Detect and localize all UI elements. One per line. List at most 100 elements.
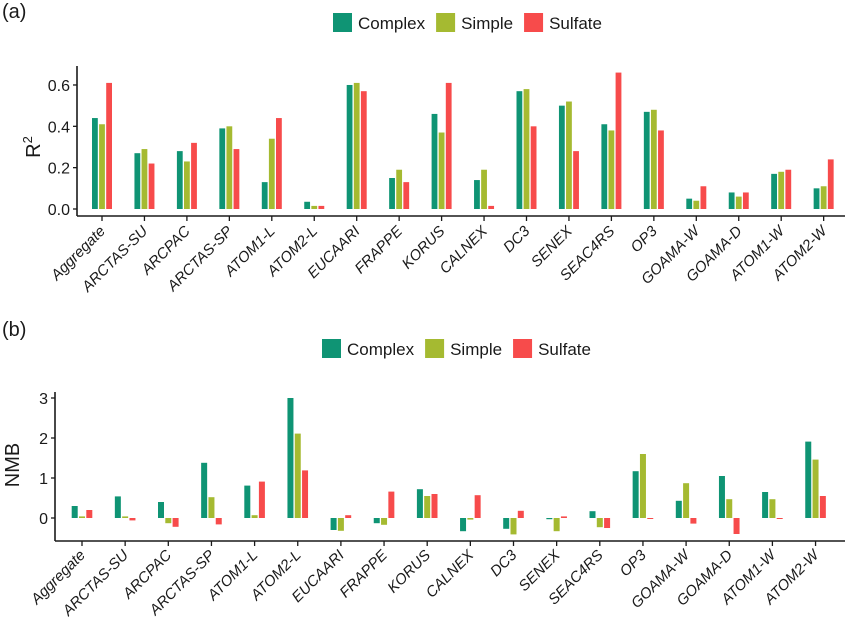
bar-simple-atom2-l [294,433,301,518]
bar-sulfate-atom1-w [785,169,792,209]
bar-complex-frappe [389,178,395,209]
bar-simple-arcpac [165,518,172,524]
bar-sulfate-goama-d [742,192,749,209]
y-tick-label: 0.2 [48,161,70,178]
bar-complex-dc3 [503,518,510,529]
y-tick-label: 3 [39,391,48,408]
bar-simple-dc3 [510,518,517,535]
bar-sulfate-senex [560,516,567,518]
bar-sulfate-dc3 [517,510,524,518]
bar-simple-arctas-sp [226,126,233,209]
bar-complex-senex [558,105,565,209]
x-tick-label-calnex: CALNEX [423,546,478,601]
legend-swatch-complex [322,339,341,358]
bars-a [92,72,834,209]
bar-complex-dc3 [516,91,523,209]
bar-sulfate-calnex [488,205,495,209]
bar-simple-korus [424,496,431,518]
bar-simple-aggregate [79,516,85,518]
y-axis-title-a-base: R [23,143,45,157]
bar-sulfate-calnex [474,495,481,518]
bar-simple-seac4rs [596,518,603,528]
bar-sulfate-atom1-l [258,481,265,518]
bar-simple-seac4rs [608,130,615,209]
bar-sulfate-frappe [388,491,395,518]
legend-swatch-sulfate [513,339,533,358]
x-tick-label-dc3: DC3 [487,546,521,580]
y-tick-label: 0.6 [48,78,70,95]
bar-complex-eucaari [346,84,353,209]
x-axis-a: AggregateARCTAS-SUARCPACARCTAS-SPATOM1-L… [47,215,845,296]
bar-simple-atom1-w [769,499,776,518]
bar-sulfate-op3 [647,518,654,519]
bar-complex-korus [416,489,423,518]
bar-simple-calnex [481,169,487,209]
bar-simple-arctas-su [141,149,148,209]
bar-complex-goama-d [718,476,725,518]
bar-simple-atom1-l [268,138,275,209]
bar-complex-senex [546,518,553,520]
bar-complex-atom1-l [244,485,251,518]
bar-complex-calnex [474,180,480,209]
bar-complex-atom1-w [771,173,777,209]
bar-simple-goama-w [693,200,700,209]
bar-complex-goama-w [686,198,693,209]
legend-swatch-simple [425,339,445,358]
bar-complex-aggregate [71,506,78,518]
bar-complex-arcpac [176,151,183,209]
y-tick-label: 0.4 [48,119,70,136]
y-axis-title-a-superscript: 2 [20,136,35,143]
panel-a-label: (a) [2,1,26,23]
bar-complex-arctas-sp [201,462,208,518]
bar-sulfate-arctas-sp [233,149,240,209]
legend-swatch-complex [333,13,352,32]
bar-sulfate-arcpac [172,518,179,527]
bar-sulfate-atom2-l [302,470,309,518]
bar-complex-atom1-l [261,182,268,209]
bar-complex-atom1-w [762,492,769,518]
bar-sulfate-aggregate [86,510,93,518]
bar-complex-eucaari [330,518,337,530]
bar-simple-atom1-w [778,171,785,209]
x-axis-b: AggregateARCTAS-SUARCPACARCTAS-SPATOM1-L… [27,540,845,620]
y-tick-label: 1 [39,471,48,488]
legend-b: Complex Simple Sulfate [322,339,591,359]
bar-sulfate-goama-w [690,518,697,524]
bar-simple-arctas-sp [208,497,215,518]
legend-label-simple: Simple [450,340,502,359]
bar-complex-arctas-su [114,496,121,518]
bar-complex-arctas-sp [219,128,226,209]
bar-simple-arctas-su [122,516,129,518]
panel-b-nmb: (b) Complex Simple Sulfate NMB 0 1 2 3 Aggreg… [2,319,845,620]
x-tick-label-frappe: FRAPPE [352,222,407,277]
bar-complex-atom2-l [287,398,294,518]
bar-simple-atom2-l [311,205,318,209]
y-tick-label: 0.0 [48,202,70,219]
bar-simple-atom2-w [812,459,819,518]
x-tick-label-op3: OP3 [617,546,651,580]
bar-complex-frappe [373,518,380,524]
bar-sulfate-atom2-w [819,496,826,518]
bar-sulfate-arctas-su [148,163,155,209]
bar-sulfate-atom2-w [827,159,834,209]
legend-swatch-sulfate [524,13,544,32]
bar-sulfate-senex [573,151,579,209]
y-tick-label: 2 [39,431,48,448]
bar-simple-atom2-w [820,186,827,209]
bar-complex-atom2-w [813,188,820,209]
bar-simple-eucaari [353,82,360,209]
bar-complex-calnex [460,518,467,532]
y-axis-b: 0 1 2 3 [39,391,56,541]
x-tick-label-op3: OP3 [627,222,661,256]
bar-sulfate-dc3 [530,126,537,209]
bar-complex-arcpac [158,502,164,518]
bar-complex-goama-d [728,192,735,209]
bar-sulfate-atom1-l [276,118,282,209]
bar-complex-korus [431,113,438,209]
bar-sulfate-op3 [658,130,664,209]
bar-simple-calnex [467,518,474,520]
bar-simple-frappe [381,518,388,525]
bar-sulfate-frappe [403,182,410,209]
y-tick-label: 0 [39,511,48,528]
